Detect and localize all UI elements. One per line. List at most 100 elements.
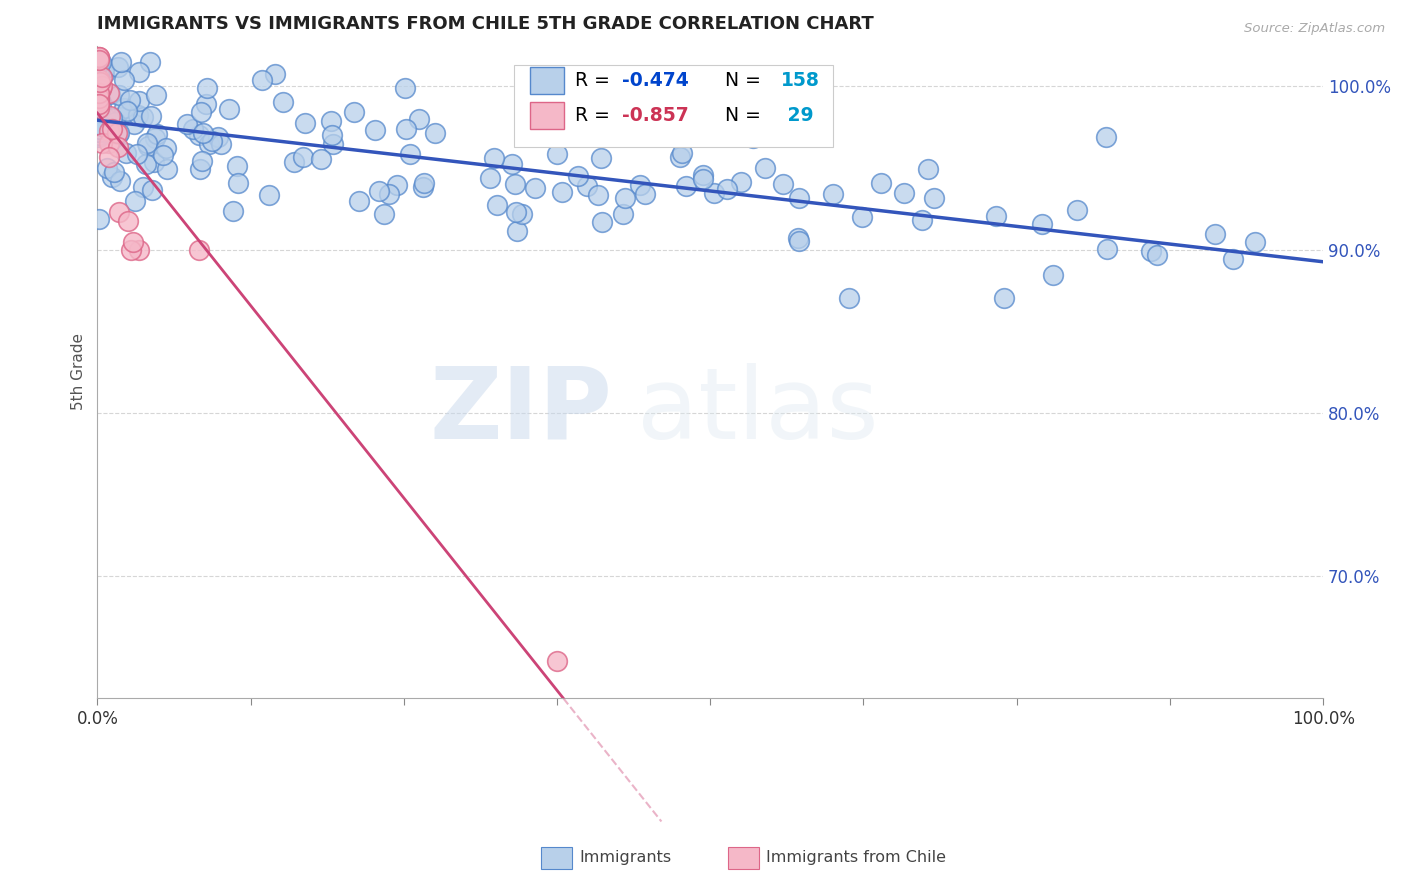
Point xyxy=(612,206,634,220)
Point xyxy=(591,215,613,229)
Point xyxy=(87,53,110,67)
Point xyxy=(524,181,547,195)
Point xyxy=(730,175,752,189)
Point xyxy=(98,109,121,123)
Point xyxy=(181,121,204,136)
Point xyxy=(225,159,247,173)
Point xyxy=(207,130,229,145)
Point xyxy=(110,55,132,70)
Text: N =: N = xyxy=(713,70,766,90)
Point xyxy=(478,170,501,185)
Point xyxy=(586,188,609,202)
Point xyxy=(188,128,211,143)
Point xyxy=(93,62,115,77)
Point xyxy=(87,74,110,88)
Point xyxy=(395,121,418,136)
Point xyxy=(377,186,399,201)
Point xyxy=(112,73,135,87)
Point xyxy=(675,179,697,194)
Point xyxy=(120,243,142,257)
Point xyxy=(108,126,131,140)
Point xyxy=(321,114,343,128)
Point xyxy=(87,128,110,142)
Point xyxy=(309,152,332,166)
Point xyxy=(423,126,446,140)
Point xyxy=(838,291,860,305)
Point xyxy=(87,76,110,90)
Point xyxy=(1095,130,1118,145)
Point xyxy=(250,73,273,87)
Point xyxy=(87,130,110,145)
Text: IMMIGRANTS VS IMMIGRANTS FROM CHILE 5TH GRADE CORRELATION CHART: IMMIGRANTS VS IMMIGRANTS FROM CHILE 5TH … xyxy=(97,15,875,33)
Point xyxy=(143,154,166,169)
Point xyxy=(89,75,111,89)
Point xyxy=(94,110,117,124)
Point xyxy=(321,128,343,142)
Point xyxy=(90,82,112,96)
Point xyxy=(911,212,934,227)
Point xyxy=(105,127,128,141)
Point xyxy=(197,81,219,95)
Point xyxy=(114,146,136,161)
Point xyxy=(291,149,314,163)
Point xyxy=(104,114,127,128)
Point xyxy=(141,182,163,196)
Point xyxy=(98,151,121,165)
Text: Source: ZipAtlas.com: Source: ZipAtlas.com xyxy=(1244,22,1385,36)
Point xyxy=(264,67,287,81)
Point xyxy=(823,186,845,201)
Point xyxy=(546,654,568,668)
Point xyxy=(613,191,636,205)
Point xyxy=(87,101,110,115)
Point xyxy=(408,112,430,127)
Point xyxy=(100,112,122,126)
Point xyxy=(394,80,416,95)
Point xyxy=(188,243,211,257)
Point xyxy=(107,140,129,154)
Point xyxy=(98,86,121,100)
Text: ZIP: ZIP xyxy=(429,363,612,459)
Point xyxy=(993,291,1015,305)
Point xyxy=(89,122,111,136)
Point xyxy=(1031,217,1053,231)
Text: N =: N = xyxy=(713,106,766,125)
Point xyxy=(787,191,810,205)
Point xyxy=(322,136,344,151)
Point xyxy=(193,126,215,140)
Point xyxy=(485,198,508,212)
Point xyxy=(1066,202,1088,217)
Point xyxy=(482,152,505,166)
Point xyxy=(146,128,169,142)
Point xyxy=(155,141,177,155)
Point xyxy=(505,205,527,219)
Point xyxy=(118,93,141,107)
Point xyxy=(387,178,409,192)
Point xyxy=(117,104,139,119)
Text: R =: R = xyxy=(575,70,616,90)
Point xyxy=(87,54,110,69)
Point xyxy=(89,82,111,96)
Point xyxy=(98,124,121,138)
Point xyxy=(191,154,214,169)
Point xyxy=(138,54,160,69)
Point xyxy=(87,50,110,64)
Point xyxy=(108,174,131,188)
Point xyxy=(101,122,124,136)
Point xyxy=(922,191,945,205)
Point xyxy=(135,136,157,150)
Point xyxy=(294,116,316,130)
Point xyxy=(87,94,110,108)
Point xyxy=(107,205,129,219)
Point xyxy=(201,134,224,148)
Point xyxy=(671,146,693,161)
Point xyxy=(692,172,714,186)
Point xyxy=(412,176,434,190)
Point xyxy=(716,182,738,196)
Point xyxy=(1244,235,1267,249)
Point xyxy=(510,207,533,221)
Point xyxy=(122,117,145,131)
Text: 29: 29 xyxy=(782,106,814,125)
Point xyxy=(851,210,873,224)
Point xyxy=(1042,268,1064,282)
Point xyxy=(128,65,150,79)
